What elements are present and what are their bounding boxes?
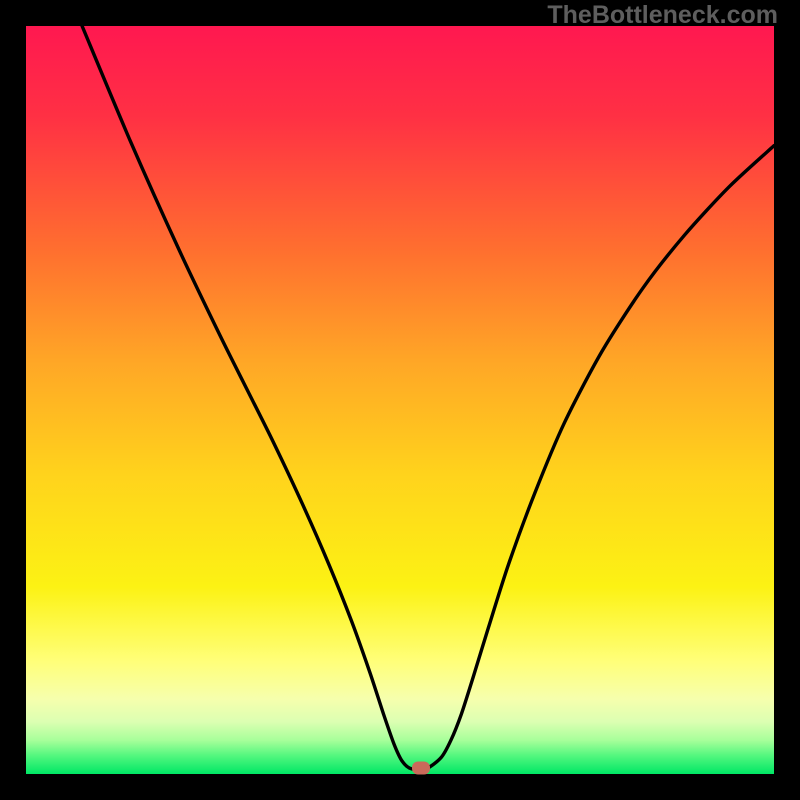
plot-area: [26, 26, 774, 774]
chart-root: TheBottleneck.com: [0, 0, 800, 800]
curve-minimum-marker: [412, 762, 430, 775]
chart-curve-layer: [26, 26, 774, 774]
watermark-text: TheBottleneck.com: [547, 1, 778, 30]
v-curve-line: [82, 26, 774, 770]
